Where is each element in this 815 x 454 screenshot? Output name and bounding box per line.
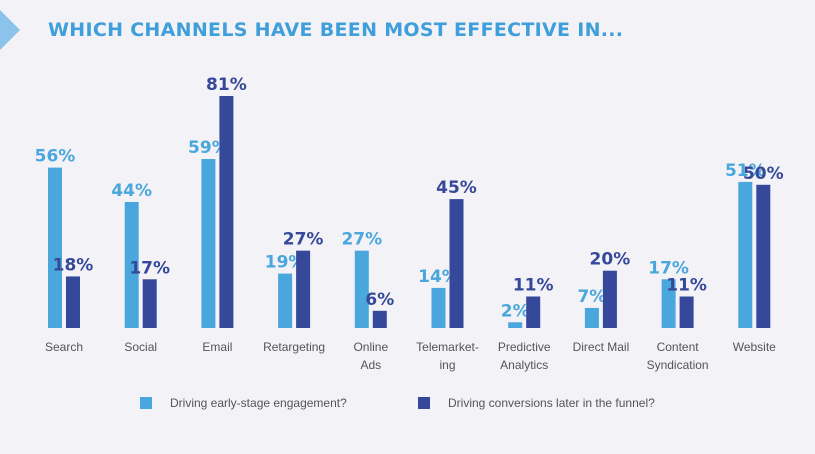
- data-label-later: 6%: [365, 290, 394, 310]
- data-label-later: 45%: [436, 178, 477, 198]
- data-label-later: 27%: [283, 230, 324, 250]
- bar-early: [508, 322, 523, 328]
- data-label-later: 11%: [513, 275, 554, 295]
- bar-later: [756, 184, 771, 328]
- category-label: Predictive: [498, 340, 551, 354]
- category-label: ing: [439, 358, 455, 372]
- category-label: Direct Mail: [573, 340, 630, 354]
- data-label-early: 17%: [648, 258, 689, 278]
- bar-chart: 56% 18% Search 44% 17% Social 59% 81% Email 19% 27…: [35, 75, 784, 372]
- data-label-early: 44%: [111, 181, 152, 201]
- chart-legend: Driving early-stage engagement? Driving …: [0, 396, 815, 416]
- bar-early: [584, 307, 599, 328]
- bar-early: [431, 287, 446, 328]
- legend-item-early: Driving early-stage engagement?: [140, 396, 347, 410]
- category-label: Content: [657, 340, 700, 354]
- legend-label-early: Driving early-stage engagement?: [170, 396, 347, 410]
- bar-early: [278, 273, 293, 328]
- bar-later: [449, 199, 464, 328]
- category-label: Online: [353, 340, 388, 354]
- data-label-later: 20%: [590, 250, 631, 270]
- bar-early: [124, 201, 139, 328]
- bar-early: [48, 167, 62, 328]
- legend-swatch-early: [140, 397, 152, 409]
- legend-label-later: Driving conversions later in the funnel?: [448, 396, 655, 410]
- bar-early: [354, 250, 369, 328]
- data-label-early: 7%: [577, 287, 606, 307]
- category-label: Search: [45, 340, 83, 354]
- data-label-early: 56%: [35, 147, 76, 167]
- data-label-early: 14%: [418, 267, 459, 287]
- data-label-later: 11%: [666, 275, 707, 295]
- data-label-later: 18%: [53, 255, 94, 275]
- category-label: Email: [202, 340, 232, 354]
- category-label: Website: [733, 340, 776, 354]
- bar-later: [372, 310, 387, 328]
- category-label: Telemarket-: [416, 340, 479, 354]
- bar-later: [219, 96, 234, 328]
- data-label-later: 81%: [206, 75, 247, 95]
- bar-early: [661, 279, 676, 328]
- category-label: Analytics: [500, 358, 548, 372]
- data-label-early: 2%: [501, 301, 530, 321]
- bar-early: [201, 159, 216, 328]
- data-label-later: 50%: [743, 164, 784, 184]
- bar-later: [526, 296, 541, 328]
- legend-item-later: Driving conversions later in the funnel?: [418, 396, 655, 410]
- corner-arrow-decoration: [0, 10, 20, 50]
- bar-later: [296, 250, 311, 328]
- category-label: Syndication: [647, 358, 709, 372]
- data-label-early: 27%: [341, 230, 382, 250]
- legend-swatch-later: [418, 397, 430, 409]
- category-label: Ads: [360, 358, 381, 372]
- data-label-early: 51%: [725, 161, 766, 181]
- category-label: Retargeting: [263, 340, 325, 354]
- data-label-later: 17%: [129, 258, 170, 278]
- bar-later: [679, 296, 694, 328]
- bar-later: [142, 279, 157, 328]
- bar-early: [738, 181, 753, 328]
- data-label-early: 19%: [265, 253, 306, 273]
- data-label-early: 59%: [188, 138, 229, 158]
- bar-later: [66, 276, 80, 328]
- chart-title: WHICH CHANNELS HAVE BEEN MOST EFFECTIVE …: [48, 19, 624, 41]
- category-label: Social: [124, 340, 157, 354]
- bar-later: [602, 270, 617, 328]
